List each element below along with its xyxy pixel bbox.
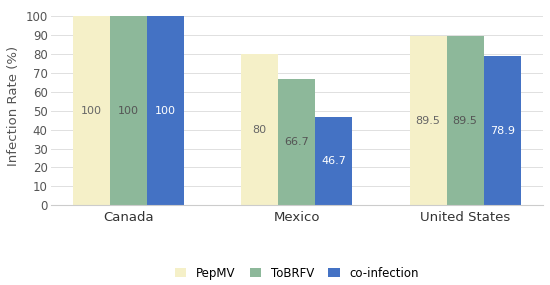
Text: 89.5: 89.5 [453, 116, 477, 126]
Bar [278, 79, 315, 205]
Bar [147, 16, 184, 205]
Text: 100: 100 [118, 106, 139, 116]
Text: 100: 100 [81, 106, 102, 116]
Text: 100: 100 [155, 106, 176, 116]
Bar [110, 16, 147, 205]
Bar [483, 56, 521, 205]
Bar [73, 16, 110, 205]
Y-axis label: Infection Rate (%): Infection Rate (%) [7, 46, 20, 166]
Text: 46.7: 46.7 [321, 156, 346, 166]
Bar [241, 54, 278, 205]
Text: 66.7: 66.7 [284, 137, 309, 147]
Text: 78.9: 78.9 [490, 126, 515, 136]
Legend: PepMV, ToBRFV, co-infection: PepMV, ToBRFV, co-infection [174, 266, 419, 280]
Bar [447, 36, 483, 205]
Text: 80: 80 [252, 125, 267, 135]
Bar [315, 117, 353, 205]
Text: 89.5: 89.5 [416, 116, 441, 126]
Bar [410, 36, 447, 205]
